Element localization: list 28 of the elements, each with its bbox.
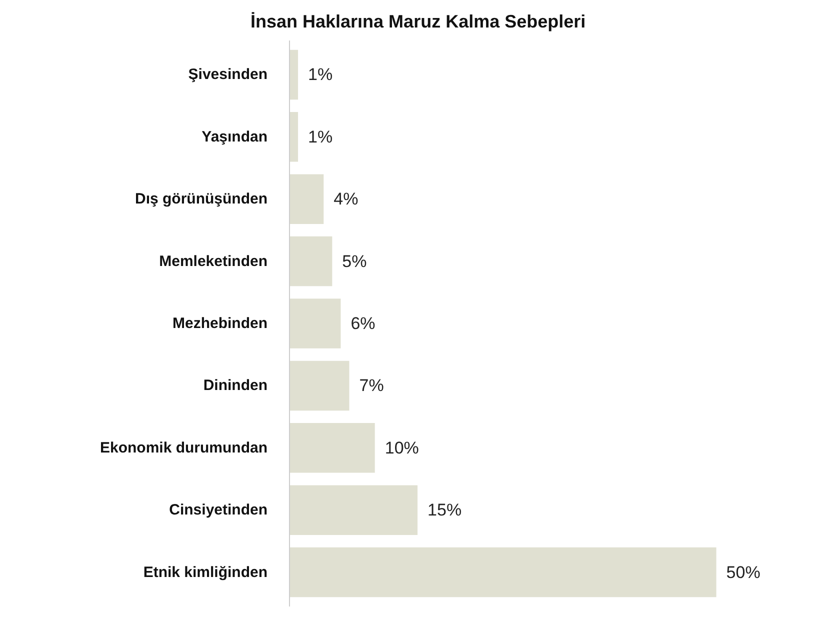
bar [290,174,324,224]
bar [290,50,298,100]
y-tick-label: Cinsiyetinden [169,502,268,519]
data-label: 1% [308,127,333,146]
y-tick-label: Memleketinden [159,252,268,270]
data-label: 50% [726,562,760,582]
y-tick-label: Ekonomik durumundan [100,439,268,456]
y-tick-label: Dininden [203,377,268,394]
y-tick-label: Yaşından [202,128,268,146]
bar [290,112,298,162]
data-label: 6% [350,314,376,333]
chart-title: İnsan Haklarına Maruz Kalma Sebepleri [250,12,586,32]
bar [290,423,375,473]
bar [290,547,716,598]
y-tick-label: Etnik kimliğinden [143,564,268,581]
data-label: 7% [359,376,384,396]
bar [290,485,418,535]
bar [290,236,332,286]
data-label: 5% [342,252,367,271]
y-tick-label: Dış görünüşünden [135,190,268,208]
data-label: 10% [384,438,419,458]
bar [290,360,350,411]
data-label: 4% [334,190,358,209]
data-label: 15% [428,500,462,520]
y-tick-label: Şivesinden [188,66,268,84]
y-tick-label: Mezhebinden [172,315,268,332]
bar [290,298,341,348]
data-label: 1% [308,65,333,84]
